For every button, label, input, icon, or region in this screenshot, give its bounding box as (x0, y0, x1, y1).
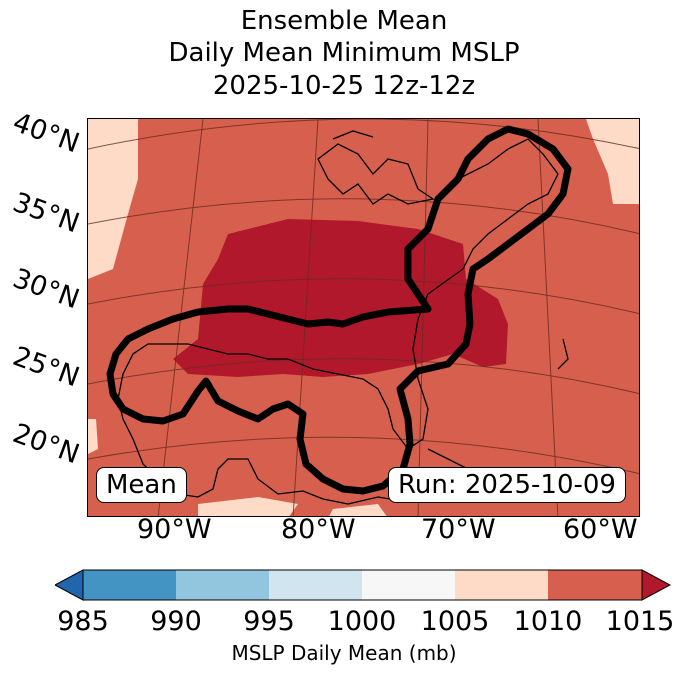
colorbar-border (82, 569, 643, 601)
colorbar-bin-990-995 (176, 570, 269, 600)
title-line-2: Daily Mean Minimum MSLP (168, 38, 520, 68)
lon-label-80w: 80°W (281, 514, 356, 545)
high-pressure-patches (88, 119, 639, 516)
colorbar-tick-1000: 1000 (327, 606, 397, 637)
colorbar-label: MSLP Daily Mean (mb) (231, 641, 457, 665)
colorbar-bin-1000-1005 (362, 570, 455, 600)
colorbar-tick-995: 995 (243, 606, 295, 637)
colorbar-extend-low (55, 569, 84, 601)
lat-label-30: 30°N (8, 262, 84, 316)
colorbar-tick-1005: 1005 (420, 606, 490, 637)
colorbar-bin-985-990 (83, 570, 176, 600)
graticule (88, 119, 639, 516)
run-date-box: Run: 2025-10-09 (388, 467, 626, 503)
colorbar-extend-high (641, 569, 671, 601)
lat-label-40: 40°N (8, 106, 84, 160)
lat-label-35: 35°N (8, 186, 84, 240)
colorbar-bin-995-1000 (269, 570, 362, 600)
colorbar-tick-985: 985 (57, 606, 109, 637)
lat-label-25: 25°N (8, 340, 84, 394)
title-line-1: Ensemble Mean (240, 6, 448, 36)
lon-label-60w: 60°W (563, 514, 638, 545)
map-canvas (88, 119, 639, 516)
colorbar-tick-990: 990 (150, 606, 202, 637)
ensemble-outline (106, 125, 572, 495)
lon-label-90w: 90°W (137, 514, 212, 545)
lat-label-20: 20°N (8, 417, 84, 471)
map-panel (87, 118, 640, 517)
colorbar (55, 569, 671, 601)
lon-label-70w: 70°W (421, 514, 496, 545)
colorbar-tick-1015: 1015 (605, 606, 675, 637)
colorbar-tick-1010: 1010 (513, 606, 583, 637)
title-line-3: 2025-10-25 12z-12z (212, 71, 476, 101)
colorbar-bin-1010-1015 (548, 570, 642, 600)
colorbar-bin-1005-1010 (455, 570, 548, 600)
mean-label-box: Mean (96, 467, 187, 503)
